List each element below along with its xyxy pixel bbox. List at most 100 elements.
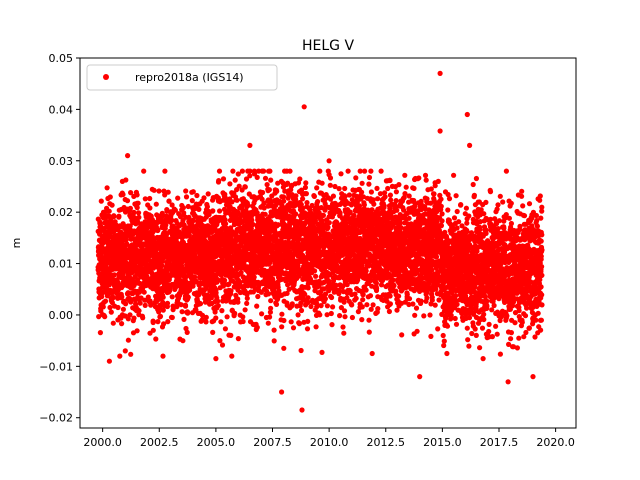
- data-point: [262, 211, 268, 217]
- data-points: [95, 70, 545, 413]
- data-point: [338, 171, 344, 177]
- data-point: [245, 202, 251, 208]
- data-point: [220, 176, 227, 182]
- data-point: [240, 318, 246, 325]
- data-point: [375, 306, 381, 312]
- data-point: [127, 205, 133, 211]
- data-point: [185, 310, 191, 316]
- data-point: [360, 297, 366, 303]
- data-point: [268, 298, 274, 304]
- data-point: [162, 168, 168, 174]
- data-point: [224, 314, 230, 320]
- data-point: [385, 185, 391, 192]
- data-point: [382, 194, 388, 200]
- data-point: [320, 212, 326, 218]
- data-point: [99, 294, 105, 300]
- data-point: [273, 301, 280, 307]
- data-point: [170, 307, 176, 313]
- data-point: [232, 177, 238, 183]
- data-point: [351, 212, 357, 219]
- data-point: [349, 314, 355, 321]
- data-point: [196, 206, 202, 212]
- data-point: [163, 222, 169, 228]
- data-point: [262, 175, 269, 181]
- data-point: [290, 325, 297, 331]
- data-point: [134, 192, 140, 198]
- data-point: [279, 311, 285, 317]
- data-point: [96, 314, 102, 320]
- data-point: [313, 273, 319, 279]
- data-point: [108, 309, 114, 315]
- data-point: [297, 176, 303, 182]
- data-point: [162, 192, 168, 198]
- data-point: [156, 309, 162, 315]
- data-point: [375, 196, 381, 202]
- data-point: [326, 220, 332, 226]
- data-point: [189, 198, 195, 204]
- data-point: [274, 188, 280, 194]
- data-point: [123, 301, 129, 307]
- data-point: [232, 310, 238, 316]
- data-point: [107, 304, 113, 311]
- data-point: [359, 317, 365, 323]
- data-point: [324, 303, 330, 309]
- data-point: [115, 304, 121, 311]
- data-point: [298, 307, 305, 314]
- data-point: [217, 208, 223, 214]
- data-point: [308, 303, 314, 310]
- data-point: [165, 319, 171, 325]
- data-point: [120, 306, 126, 312]
- data-point: [330, 304, 336, 310]
- data-point: [399, 332, 405, 338]
- data-point: [305, 318, 311, 324]
- data-point: [329, 294, 335, 301]
- data-point: [136, 210, 142, 216]
- data-point: [167, 285, 173, 291]
- data-point: [197, 301, 204, 307]
- data-point: [217, 338, 223, 344]
- data-point: [366, 174, 373, 181]
- data-point: [160, 294, 166, 300]
- data-point: [156, 188, 162, 194]
- data-point: [363, 287, 369, 293]
- data-point: [169, 294, 175, 300]
- data-point: [319, 349, 325, 355]
- data-point: [366, 317, 372, 323]
- data-point: [153, 247, 159, 253]
- data-point: [215, 298, 221, 304]
- data-point: [288, 319, 294, 325]
- data-point: [128, 351, 134, 357]
- data-point: [368, 168, 374, 174]
- data-point: [315, 199, 321, 205]
- data-point: [371, 201, 377, 207]
- data-point: [204, 204, 210, 210]
- data-point: [268, 305, 274, 311]
- data-point: [388, 197, 394, 203]
- data-point: [116, 213, 122, 219]
- data-point: [322, 296, 328, 302]
- data-point: [397, 220, 403, 226]
- data-point: [327, 182, 333, 188]
- data-point: [182, 302, 189, 308]
- data-point: [97, 330, 103, 336]
- data-point: [289, 301, 295, 307]
- data-point: [271, 327, 277, 333]
- data-point: [341, 308, 348, 314]
- data-point: [362, 168, 368, 174]
- data-point: [137, 300, 143, 306]
- data-point: [147, 195, 153, 202]
- data-point: [325, 224, 331, 230]
- data-point: [242, 307, 248, 313]
- data-point: [254, 324, 260, 330]
- data-point: [98, 198, 104, 204]
- data-point: [373, 280, 379, 286]
- data-point: [239, 168, 245, 174]
- data-point: [366, 329, 372, 335]
- data-point: [255, 293, 261, 300]
- data-point: [317, 168, 323, 174]
- data-point: [264, 182, 270, 188]
- data-point: [314, 185, 320, 191]
- data-point: [230, 168, 236, 174]
- data-point: [235, 299, 241, 305]
- data-point: [135, 200, 141, 206]
